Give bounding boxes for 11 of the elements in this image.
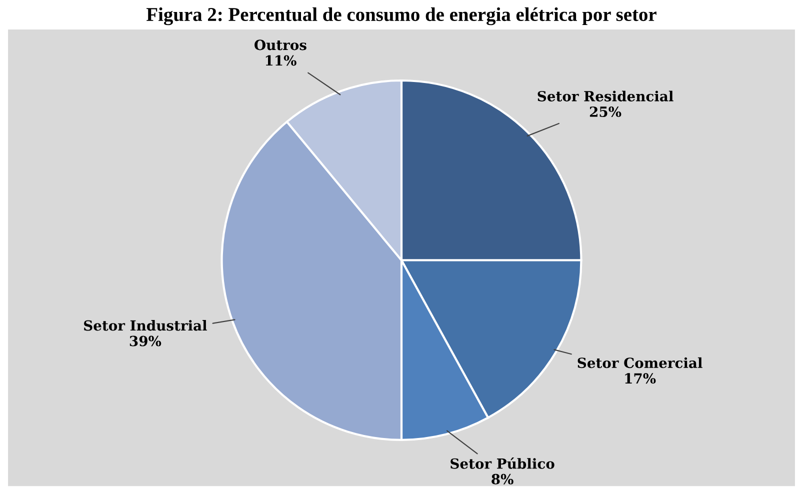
data-label: 17%: [625, 373, 656, 384]
chart-title: Figura 2: Percentual de consumo de energia elétrica por setor: [146, 7, 656, 26]
data-label: 8%: [492, 474, 514, 484]
slice-label: Outros: [254, 40, 306, 50]
data-label: 39%: [130, 336, 162, 346]
slice-label: Setor Industrial: [84, 320, 207, 331]
data-label: 11%: [266, 55, 296, 66]
slice-label: Setor Comercial: [578, 357, 702, 368]
slice-label: Setor Público: [450, 458, 554, 469]
slice-label: Setor Residencial: [538, 90, 674, 102]
data-label: 25%: [590, 106, 622, 117]
